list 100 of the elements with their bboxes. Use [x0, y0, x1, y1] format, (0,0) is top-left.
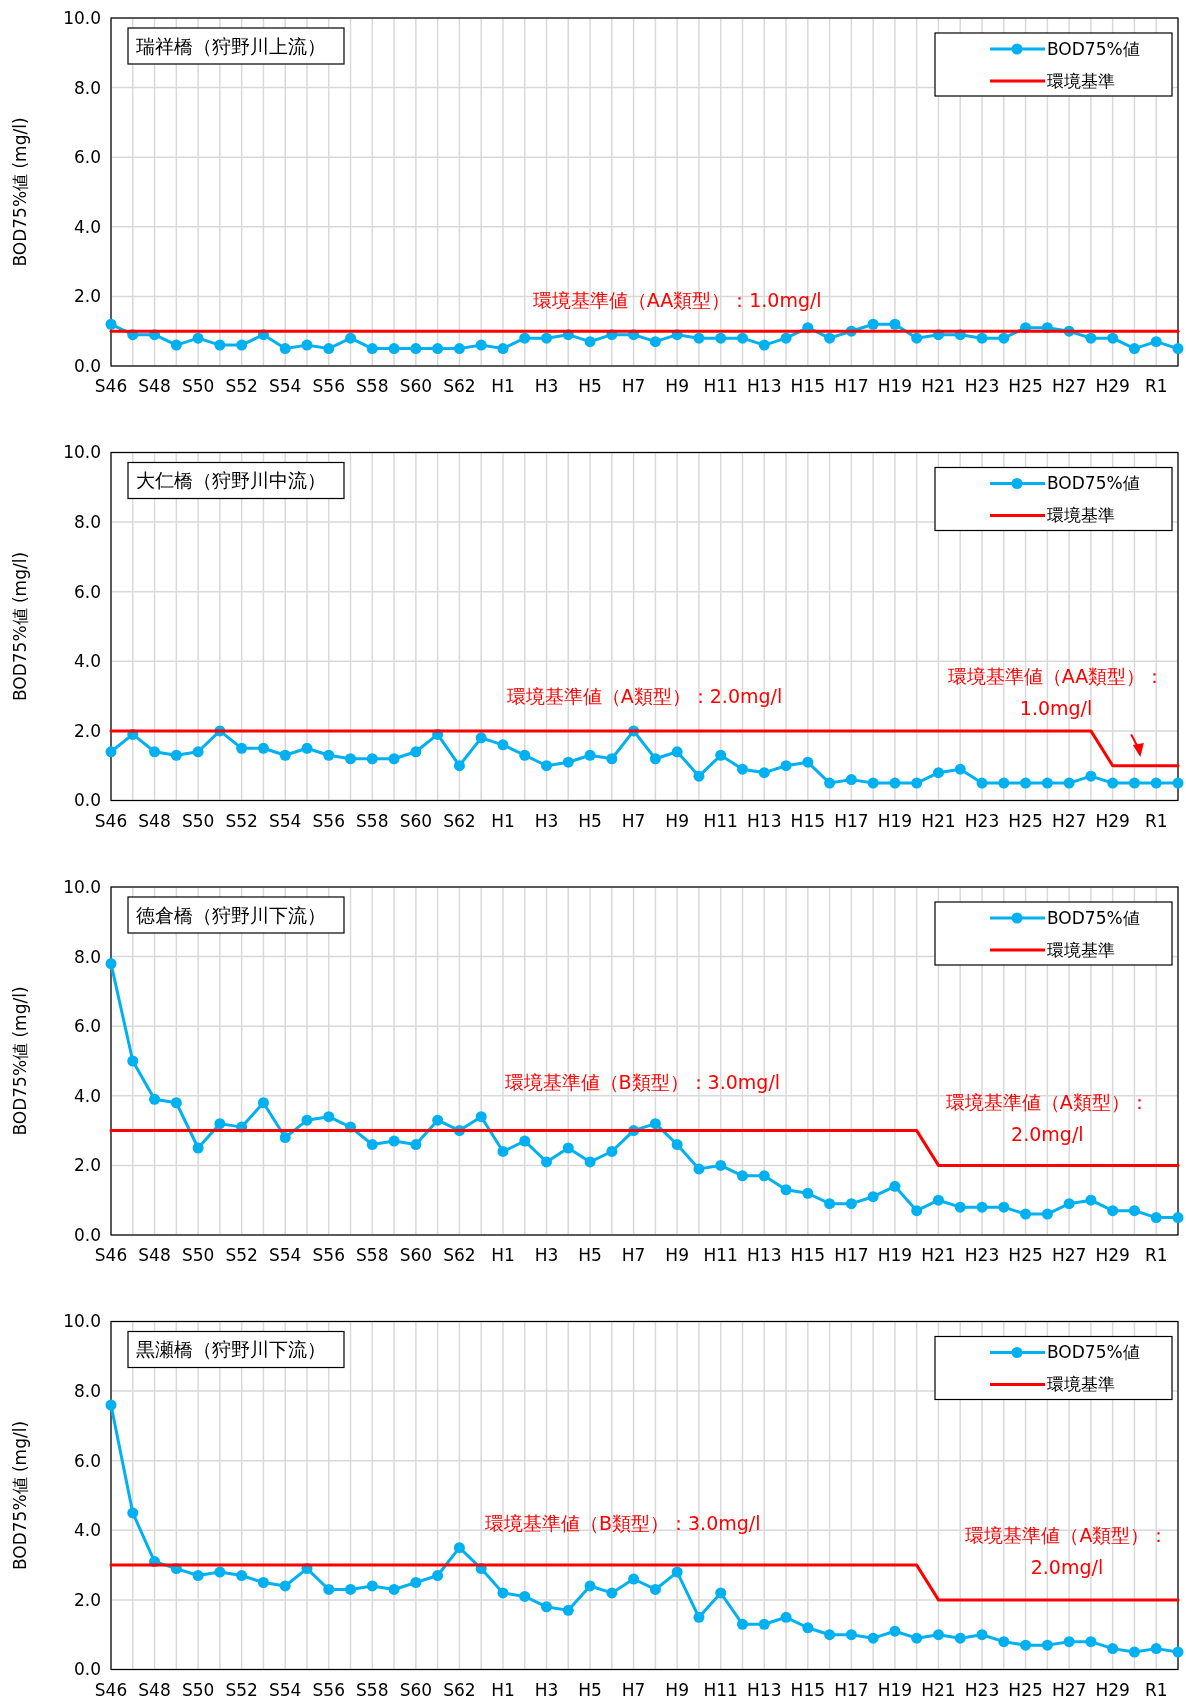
point [105, 318, 117, 330]
x-tick-label: H19 [877, 810, 913, 831]
x-tick-label: H21 [921, 1679, 956, 1700]
point [475, 339, 487, 351]
point [976, 777, 988, 789]
point [976, 1201, 988, 1213]
x-tick-label: H15 [790, 1245, 826, 1265]
point [301, 1114, 313, 1126]
point [170, 1097, 182, 1109]
point [366, 343, 378, 355]
point [1128, 1205, 1140, 1217]
text: 黒瀬橋（狩野川下流） [136, 1338, 326, 1361]
point [976, 332, 988, 344]
y-tick-label: 4.0 [73, 1520, 101, 1541]
point [802, 1187, 814, 1199]
x-tick-label: H1 [491, 810, 515, 831]
x-tick-label: H21 [921, 1245, 956, 1265]
x-tick-label: S58 [356, 376, 389, 396]
point [649, 336, 661, 348]
point [1063, 1636, 1075, 1648]
annotation: 環境基準値（A類型）：2.0mg/l [506, 684, 783, 707]
point [1128, 1646, 1140, 1658]
x-tick-label: H27 [1051, 810, 1087, 831]
point [497, 343, 509, 355]
x-tick-label: S60 [399, 810, 433, 831]
x-tick-label: H1 [491, 1679, 515, 1700]
point [541, 1156, 553, 1168]
x-tick-label: H3 [534, 1245, 559, 1265]
point [410, 1577, 422, 1588]
y-tick-label: 2.0 [73, 720, 101, 741]
point [279, 1580, 291, 1592]
annotation: 環境基準値（A類型）：2.0mg/l [945, 1091, 1149, 1146]
y-tick-label: 4.0 [73, 651, 101, 672]
x-tick-label: H27 [1051, 1679, 1087, 1700]
point [1172, 343, 1184, 355]
x-tick-label: S62 [443, 1679, 476, 1700]
y-tick-label: 10.0 [63, 1311, 101, 1332]
point [584, 336, 596, 348]
point [845, 1629, 857, 1641]
point [541, 760, 553, 772]
legend-label: BOD75%値 [1047, 473, 1140, 494]
point [715, 1587, 727, 1599]
point [758, 1170, 770, 1182]
point [1150, 336, 1162, 348]
x-tick-label: H5 [578, 1245, 602, 1265]
point [1128, 343, 1140, 355]
y-axis-title: BOD75%値 (mg/l) [10, 986, 30, 1136]
x-tick-label: H29 [1095, 376, 1130, 396]
point [323, 1111, 335, 1123]
x-tick-label: S62 [443, 810, 476, 831]
point [671, 1566, 683, 1578]
point [889, 318, 901, 330]
point [214, 339, 226, 351]
point [584, 1156, 596, 1168]
x-tick-label: H15 [790, 376, 826, 396]
point [1063, 777, 1075, 789]
point [410, 1139, 422, 1151]
legend-label: 環境基準 [1047, 939, 1115, 960]
point [149, 1093, 161, 1105]
point [388, 1135, 400, 1147]
point [954, 1632, 966, 1644]
x-tick-label: S54 [268, 1245, 302, 1265]
x-tick-label: H1 [491, 376, 515, 396]
point [453, 1542, 465, 1554]
point [127, 1055, 139, 1067]
x-tick-label: H3 [534, 810, 559, 831]
point [279, 1132, 291, 1144]
point [236, 1570, 248, 1582]
point [758, 1618, 770, 1630]
y-tick-label: 4.0 [73, 216, 101, 237]
x-tick-label: S60 [399, 1679, 433, 1700]
x-tick-label: H11 [703, 376, 738, 396]
annotation: 環境基準値（B類型）：3.0mg/l [484, 1511, 761, 1534]
point [824, 1198, 836, 1210]
text: 瑞祥橋（狩野川上流） [136, 34, 326, 57]
x-tick-label: H11 [703, 1245, 738, 1265]
point [366, 753, 378, 765]
point [453, 343, 465, 355]
point [519, 1135, 531, 1147]
point [889, 777, 901, 789]
point [998, 777, 1010, 789]
point [911, 777, 923, 789]
point [1020, 1208, 1032, 1220]
point [236, 339, 248, 351]
point [170, 749, 182, 761]
point [257, 742, 269, 754]
point [1085, 1636, 1097, 1648]
x-tick-label: S58 [356, 1679, 389, 1700]
y-tick-label: 10.0 [63, 442, 101, 463]
point [170, 339, 182, 351]
point [584, 749, 596, 761]
point [257, 1577, 269, 1588]
point [214, 1118, 226, 1130]
point [845, 774, 857, 786]
x-tick-label: H27 [1051, 1245, 1087, 1265]
point [257, 1097, 269, 1109]
legend-label: BOD75%値 [1047, 907, 1140, 928]
x-tick-label: S46 [94, 810, 128, 831]
point [1107, 777, 1119, 789]
y-tick-label: 2.0 [73, 1589, 101, 1610]
